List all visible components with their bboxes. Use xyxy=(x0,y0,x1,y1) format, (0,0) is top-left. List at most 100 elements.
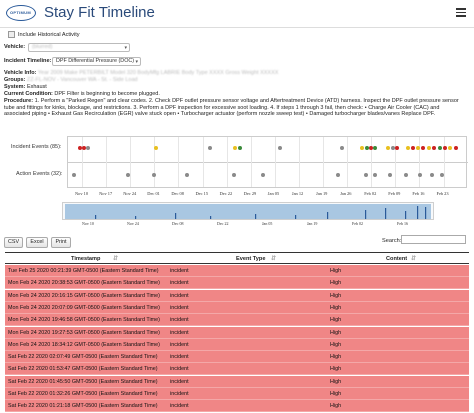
incident-event-dot[interactable] xyxy=(427,146,431,150)
incident-event-dot[interactable] xyxy=(443,146,447,150)
action-event-dot[interactable] xyxy=(440,173,444,177)
timeline-tick-label: Feb 02 xyxy=(364,191,377,196)
incident-event-dot[interactable] xyxy=(421,146,425,150)
incident-event-dot[interactable] xyxy=(86,146,90,150)
condition-label: Current Condition: xyxy=(4,91,53,97)
timeline-tick-label: Jan 12 xyxy=(291,191,304,196)
navigator-activity-bar xyxy=(135,216,137,219)
action-event-dot[interactable] xyxy=(388,173,392,177)
action-event-dot[interactable] xyxy=(126,173,130,177)
timeline-tick-label: Nov 17 xyxy=(99,191,113,196)
content-cell: High xyxy=(330,354,342,361)
action-event-dot[interactable] xyxy=(185,173,189,177)
column-header-content[interactable]: Content xyxy=(386,256,408,262)
sort-icon[interactable]: ⇵ xyxy=(271,256,277,262)
incident-event-dot[interactable] xyxy=(391,146,395,150)
app-header: OPTIMUM Stay Fit Timeline xyxy=(0,0,474,28)
incident-event-dot[interactable] xyxy=(432,146,436,150)
action-event-dot[interactable] xyxy=(364,173,368,177)
navigator-axis: Nov 10 Nov 24 Dec 08 Dec 22 Jan 05 Jan 19 Feb … xyxy=(64,221,436,228)
timestamp-cell: Sat Feb 22 2020 01:32:26 GMT-0500 (Easte… xyxy=(8,391,158,397)
system-value: Exhaust xyxy=(26,84,47,90)
timeline-tick-label: Dec 15 xyxy=(195,191,209,196)
include-historical-label: Include Historical Activity xyxy=(18,31,80,38)
incident-event-dot[interactable] xyxy=(340,146,344,150)
table-row[interactable]: Sat Feb 22 2020 01:21:18 GMT-0500 (Easte… xyxy=(5,400,469,413)
event-type-cell: incident xyxy=(170,268,189,274)
timestamp-cell: Mon Feb 24 2020 20:07:09 GMT-0500 (Easte… xyxy=(8,304,160,311)
incident-event-dot[interactable] xyxy=(395,146,399,150)
action-event-dot[interactable] xyxy=(373,173,377,177)
incident-event-dot[interactable] xyxy=(411,146,415,150)
incident-event-dot[interactable] xyxy=(454,146,458,150)
incident-event-dot[interactable] xyxy=(386,146,390,150)
timestamp-cell: Mon Feb 24 2020 19:46:58 GMT-0500 (Easte… xyxy=(8,317,160,324)
logo-text: OPTIMUM xyxy=(10,10,31,15)
incident-event-dot[interactable] xyxy=(82,146,86,150)
timeline-gridline xyxy=(82,137,83,187)
timeline-panel[interactable] xyxy=(67,136,468,188)
search-input[interactable] xyxy=(401,235,466,244)
event-type-cell: incident xyxy=(170,403,189,410)
incident-event-dot[interactable] xyxy=(154,146,158,150)
incident-event-dot[interactable] xyxy=(208,146,212,150)
navigator-range[interactable] xyxy=(65,204,431,219)
table-row[interactable]: Sat Feb 22 2020 01:45:50 GMT-0500 (Easte… xyxy=(5,375,469,388)
incident-event-dot[interactable] xyxy=(238,146,242,150)
table-row[interactable]: Mon Feb 24 2020 20:16:15 GMT-0500 (Easte… xyxy=(5,289,469,302)
print-button[interactable]: Print xyxy=(51,237,71,248)
table-row[interactable]: Sat Feb 22 2020 01:32:26 GMT-0500 (Easte… xyxy=(5,388,469,400)
action-event-dot[interactable] xyxy=(430,173,434,177)
timeline-gridline xyxy=(106,137,108,187)
timeline-axis: Nov 10 Nov 17 Nov 24 Dec 01 Dec 08 Dec 15 Dec … xyxy=(67,190,467,198)
incident-event-dot[interactable] xyxy=(369,146,373,150)
excel-button[interactable]: Excel xyxy=(26,237,48,248)
csv-button[interactable]: CSV xyxy=(4,237,23,248)
incident-event-dot[interactable] xyxy=(448,146,452,150)
action-event-dot[interactable] xyxy=(232,173,236,177)
incident-event-dot[interactable] xyxy=(438,146,442,150)
table-row[interactable]: Mon Feb 24 2020 19:27:53 GMT-0500 (Easte… xyxy=(5,326,469,339)
include-historical-checkbox[interactable] xyxy=(8,31,15,38)
action-event-dot[interactable] xyxy=(336,173,340,177)
content-cell: High xyxy=(330,268,342,274)
timestamp-cell: Sat Feb 22 2020 01:45:50 GMT-0500 (Easte… xyxy=(8,378,158,385)
system-label: System: xyxy=(4,84,26,90)
table-row[interactable]: Sat Feb 22 2020 01:53:47 GMT-0500 (Easte… xyxy=(5,363,469,376)
timeline-gridline xyxy=(395,137,397,187)
incident-timeline-select[interactable]: DPF Differential Pressure (DOC) ▾ xyxy=(52,57,141,66)
table-row[interactable]: Mon Feb 24 2020 20:07:09 GMT-0500 (Easte… xyxy=(5,301,469,314)
sort-icon[interactable]: ⇵ xyxy=(113,256,119,262)
action-event-dot[interactable] xyxy=(404,173,408,177)
timeline-gridline xyxy=(274,137,276,187)
action-event-dot[interactable] xyxy=(418,173,422,177)
timeline-navigator[interactable] xyxy=(62,202,434,220)
navigator-tick-label: Nov 10 xyxy=(82,221,94,226)
incident-event-dot[interactable] xyxy=(360,146,364,150)
table-row[interactable]: Tue Feb 25 2020 00:21:39 GMT-0500 (Easte… xyxy=(5,265,469,277)
action-event-dot[interactable] xyxy=(152,173,156,177)
vehicle-select[interactable]: (blurred) ▾ xyxy=(28,43,130,52)
incident-event-dot[interactable] xyxy=(373,146,377,150)
navigator-activity-bar xyxy=(210,216,212,219)
table-row[interactable]: Sat Feb 22 2020 02:07:49 GMT-0500 (Easte… xyxy=(5,351,469,364)
timestamp-cell: Sat Feb 22 2020 01:53:47 GMT-0500 (Easte… xyxy=(8,366,158,373)
action-event-dot[interactable] xyxy=(72,173,76,177)
timeline-tick-label: Dec 01 xyxy=(147,191,160,196)
incident-event-dot[interactable] xyxy=(78,146,82,150)
table-row[interactable]: Mon Feb 24 2020 18:34:12 GMT-0500 (Easte… xyxy=(5,338,469,351)
optimum-logo: OPTIMUM xyxy=(6,5,36,21)
column-header-timestamp[interactable]: Timestamp xyxy=(71,256,101,262)
timestamp-cell: Mon Feb 24 2020 18:34:12 GMT-0500 (Easte… xyxy=(8,341,160,348)
action-event-dot[interactable] xyxy=(261,173,265,177)
table-row[interactable]: Mon Feb 24 2020 20:38:53 GMT-0500 (Easte… xyxy=(5,277,469,290)
table-row[interactable]: Mon Feb 24 2020 19:46:58 GMT-0500 (Easte… xyxy=(5,314,469,327)
sort-icon[interactable]: ⇵ xyxy=(411,256,417,262)
incident-event-dot[interactable] xyxy=(416,146,420,150)
incident-event-dot[interactable] xyxy=(233,146,237,150)
column-header-event-type[interactable]: Event Type xyxy=(236,256,266,262)
incident-event-dot[interactable] xyxy=(406,146,410,150)
incident-event-dot[interactable] xyxy=(365,146,369,150)
hamburger-menu-icon[interactable] xyxy=(456,8,466,17)
incident-event-dot[interactable] xyxy=(278,146,282,150)
